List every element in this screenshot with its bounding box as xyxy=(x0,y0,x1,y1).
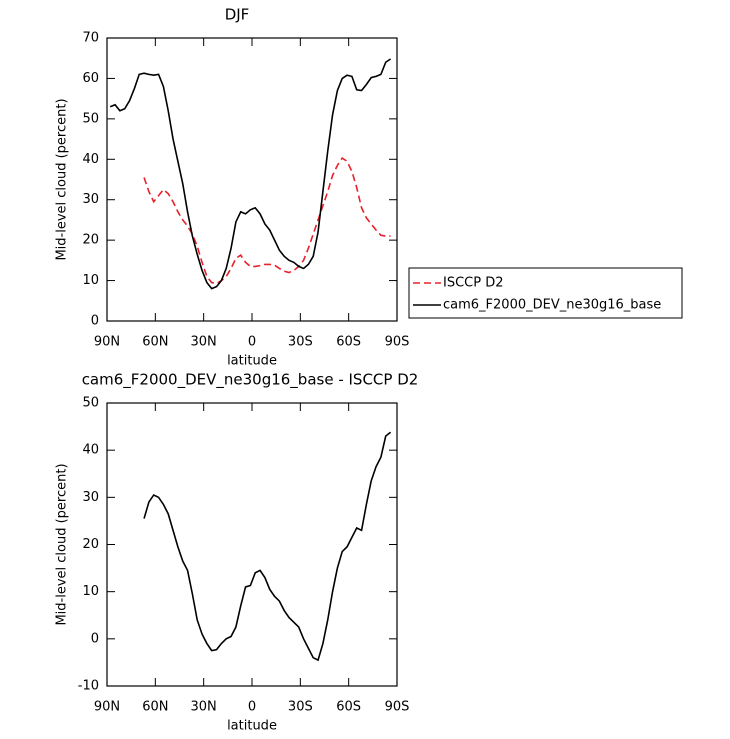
y-tick-label: 30 xyxy=(82,490,99,505)
plot-frame xyxy=(106,402,398,687)
y-tick-label: -10 xyxy=(78,679,99,694)
y-axis-label: Mid-level cloud (percent) xyxy=(55,98,70,260)
x-tick-label: 60N xyxy=(142,700,168,715)
x-tick-label: 30N xyxy=(191,335,217,350)
y-tick-label: 40 xyxy=(82,152,99,167)
x-tick-label: 90N xyxy=(94,335,120,350)
x-tick-label: 30S xyxy=(288,335,313,350)
x-tick-label: 60N xyxy=(142,335,168,350)
plot-frame xyxy=(106,37,398,322)
y-tick-label: 50 xyxy=(82,111,99,126)
x-tick-label: 30S xyxy=(288,700,313,715)
data-line xyxy=(109,58,392,290)
x-tick-label: 90N xyxy=(94,700,120,715)
y-tick-label: 50 xyxy=(82,396,99,411)
x-tick-label: 0 xyxy=(248,700,256,715)
x-axis-label: latitude xyxy=(227,354,277,369)
x-tick-label: 60S xyxy=(336,700,361,715)
y-tick-label: 60 xyxy=(82,71,99,86)
y-tick-label: 70 xyxy=(82,31,99,46)
y-tick-label: 10 xyxy=(82,273,99,288)
y-tick-label: 0 xyxy=(91,631,99,646)
x-tick-label: 0 xyxy=(248,335,256,350)
y-axis-label: Mid-level cloud (percent) xyxy=(55,463,70,625)
x-tick-label: 90S xyxy=(385,335,410,350)
y-tick-label: 30 xyxy=(82,192,99,207)
x-tick-label: 90S xyxy=(385,700,410,715)
data-line xyxy=(143,431,392,662)
y-tick-label: 20 xyxy=(82,537,99,552)
data-line xyxy=(143,156,391,285)
y-tick-label: 0 xyxy=(91,314,99,329)
chart-title: cam6_F2000_DEV_ne30g16_base - ISCCP D2 xyxy=(82,371,419,390)
x-tick-label: 60S xyxy=(336,335,361,350)
legend-label: cam6_F2000_DEV_ne30g16_base xyxy=(443,298,661,313)
y-tick-label: 20 xyxy=(82,233,99,248)
y-tick-label: 40 xyxy=(82,443,99,458)
x-axis-label: latitude xyxy=(227,719,277,734)
y-tick-label: 10 xyxy=(82,584,99,599)
legend-box xyxy=(408,267,683,319)
x-tick-label: 30N xyxy=(191,700,217,715)
chart-title: DJF xyxy=(225,6,250,24)
legend-label: ISCCP D2 xyxy=(443,276,504,291)
